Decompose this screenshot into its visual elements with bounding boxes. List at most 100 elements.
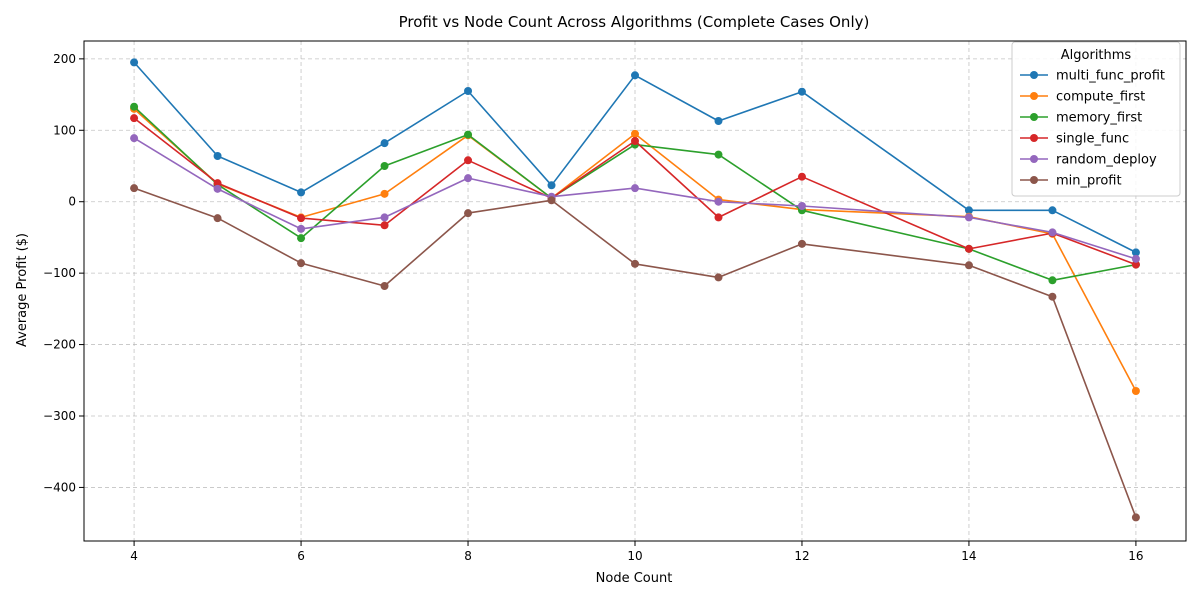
legend-swatch-marker <box>1030 176 1038 184</box>
legend-swatch-marker <box>1030 134 1038 142</box>
legend-swatch-marker <box>1030 71 1038 79</box>
data-point <box>964 244 973 253</box>
data-point <box>797 172 806 181</box>
series-layer <box>130 58 1140 522</box>
data-point <box>797 202 806 210</box>
y-tick-label: 200 <box>53 52 76 66</box>
data-point <box>380 139 389 148</box>
data-point <box>297 234 306 243</box>
data-point <box>213 214 222 223</box>
legend-item: memory_first <box>1020 111 1142 126</box>
data-point <box>631 71 639 80</box>
data-point <box>714 150 723 159</box>
data-point <box>1048 292 1057 301</box>
legend-label: min_profit <box>1056 174 1122 189</box>
data-point <box>130 58 139 67</box>
data-point <box>1131 513 1140 522</box>
data-point <box>547 196 556 205</box>
legend-swatch-marker <box>1030 113 1038 121</box>
y-tick-label: −300 <box>43 409 76 423</box>
data-point <box>1048 276 1057 285</box>
legend-label: memory_first <box>1056 111 1142 126</box>
data-point <box>1048 206 1057 215</box>
legend-label: random_deploy <box>1056 153 1157 168</box>
data-point <box>714 273 723 282</box>
x-tick-label: 14 <box>961 549 976 563</box>
data-point <box>130 134 139 143</box>
data-point <box>547 181 556 190</box>
data-point <box>464 87 473 95</box>
data-point <box>464 174 473 183</box>
data-point <box>380 282 389 290</box>
data-point <box>964 261 973 270</box>
legend-label: multi_func_profit <box>1056 69 1165 84</box>
y-tick-label: −200 <box>43 338 76 352</box>
data-point <box>130 184 139 193</box>
legend-label: compute_first <box>1056 90 1145 105</box>
grid-layer <box>84 41 1186 541</box>
data-point <box>797 239 806 248</box>
data-point <box>297 188 306 197</box>
legend-item: compute_first <box>1020 90 1145 105</box>
data-point <box>714 117 723 125</box>
y-tick-label: −400 <box>43 480 76 494</box>
series-multi_func_profit <box>130 58 1140 257</box>
legend-label: single_func <box>1056 132 1129 147</box>
data-point <box>380 189 389 198</box>
legend-swatch-marker <box>1030 155 1038 163</box>
series-line <box>133 137 1137 260</box>
legend-item: random_deploy <box>1020 153 1157 168</box>
data-point <box>297 224 306 233</box>
legend-swatch-marker <box>1030 92 1038 100</box>
x-tick-label: 16 <box>1128 549 1143 563</box>
data-point <box>797 87 806 96</box>
series-line <box>133 106 1137 282</box>
legend-item: single_func <box>1020 132 1129 147</box>
data-point <box>297 214 306 223</box>
data-point <box>964 213 973 222</box>
data-point <box>213 179 222 188</box>
data-point <box>714 197 723 206</box>
data-point <box>464 156 473 165</box>
y-tick-label: −100 <box>43 266 76 280</box>
data-point <box>380 221 389 230</box>
chart-title: Profit vs Node Count Across Algorithms (… <box>399 13 870 31</box>
legend-title: Algorithms <box>1061 48 1132 63</box>
data-point <box>213 152 222 160</box>
data-point <box>213 184 222 193</box>
data-point <box>464 209 473 218</box>
x-tick-label: 10 <box>627 549 642 563</box>
series-line <box>133 117 1137 266</box>
data-point <box>964 206 973 215</box>
legend: Algorithms multi_func_profit compute_firs… <box>1011 41 1181 197</box>
data-point <box>631 137 639 145</box>
data-point <box>297 259 306 268</box>
data-point <box>1131 254 1140 263</box>
y-tick-label: 0 <box>68 195 76 209</box>
data-point <box>130 114 139 123</box>
series-line <box>133 61 1137 254</box>
data-point <box>631 259 639 268</box>
x-tick-label: 4 <box>130 549 138 563</box>
tick-layer: 4 6 8 10 12 14 16 −400 −300 −200 −100 0 100 200 <box>43 52 1144 563</box>
x-tick-label: 8 <box>464 549 472 563</box>
y-axis-label: Average Profit ($) <box>15 233 30 347</box>
legend-item: multi_func_profit <box>1020 69 1165 84</box>
data-point <box>631 129 639 138</box>
x-axis-label: Node Count <box>596 571 673 586</box>
data-point <box>714 213 723 222</box>
y-tick-label: 100 <box>53 123 76 137</box>
data-point <box>1048 228 1057 237</box>
legend-item: min_profit <box>1020 174 1122 189</box>
data-point <box>130 102 139 111</box>
data-point <box>380 162 389 170</box>
data-point <box>1131 260 1140 269</box>
series-min_profit <box>130 184 1140 522</box>
x-tick-label: 12 <box>794 549 809 563</box>
legend-box <box>1011 41 1181 197</box>
data-point <box>1131 248 1140 257</box>
data-point <box>631 184 639 193</box>
data-point <box>1131 387 1140 395</box>
x-tick-label: 6 <box>297 549 305 563</box>
